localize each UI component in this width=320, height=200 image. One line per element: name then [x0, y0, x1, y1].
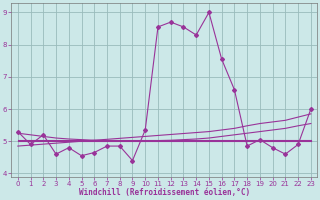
X-axis label: Windchill (Refroidissement éolien,°C): Windchill (Refroidissement éolien,°C): [79, 188, 250, 197]
